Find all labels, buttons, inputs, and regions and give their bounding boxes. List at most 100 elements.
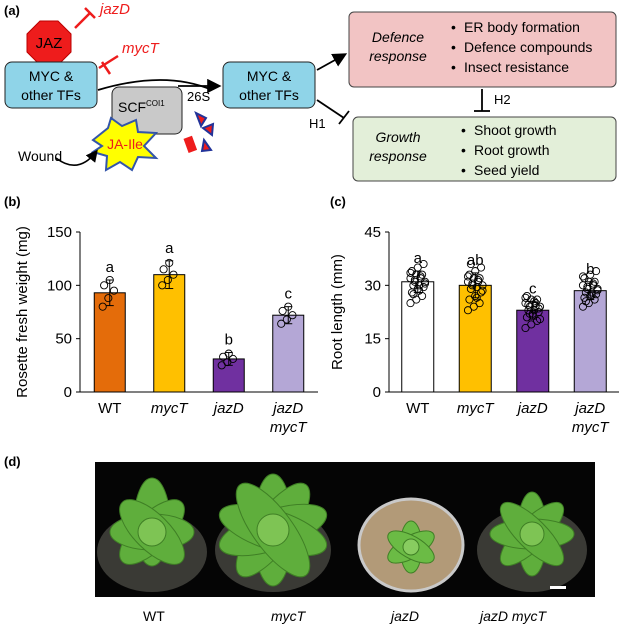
data-point [593, 286, 602, 295]
scf-text: SCFCOI1 [118, 99, 165, 115]
defence-item: Insect resistance [464, 59, 569, 75]
y-tick-label: 0 [373, 384, 381, 401]
category-label: jazD [573, 400, 605, 417]
bar [401, 281, 435, 393]
data-point [418, 270, 427, 279]
degraded-jaz-fragment [194, 110, 208, 129]
data-point [228, 354, 238, 363]
defence-title-line2: response [369, 48, 427, 64]
myc-box-left [4, 61, 98, 109]
defence-item: Defence compounds [464, 39, 592, 55]
myc-right-line2: other TFs [239, 87, 299, 103]
growth-title-line1: Growth [375, 129, 420, 145]
category-label: jazD [212, 400, 244, 417]
significance-letter: b [225, 332, 233, 349]
data-point [406, 299, 415, 308]
category-label: mycT [151, 400, 189, 417]
scale-bar [550, 586, 566, 589]
jaz-text: JAZ [36, 35, 63, 52]
data-point [524, 306, 533, 315]
degraded-jaz-fragment [200, 137, 213, 153]
y-tick-label: 30 [364, 277, 381, 294]
data-point [592, 290, 601, 299]
data-point [580, 293, 589, 302]
growth-item: Shoot growth [474, 122, 557, 138]
data-point [580, 274, 589, 283]
growth-bullet: • [461, 122, 466, 138]
significance-letter: a [414, 250, 423, 267]
bar [153, 274, 186, 393]
data-point [98, 302, 107, 311]
ja-ile-text: JA-Ile [107, 136, 143, 152]
data-point [466, 284, 475, 293]
defence-bullet: • [451, 59, 456, 75]
data-point [531, 301, 540, 311]
panel-c-chart: (c) 0 15 30 45 Root length (mm) a WT ab mycT c jaz… [329, 194, 619, 436]
defence-bullet: • [451, 19, 456, 35]
panel-c-label: (c) [330, 194, 346, 209]
data-point [468, 279, 477, 288]
y-tick-label: 150 [47, 224, 72, 241]
y-tick-label: 15 [364, 331, 381, 348]
degraded-jaz-fragment [201, 122, 215, 137]
plant-label-myct: mycT [271, 608, 306, 624]
significance-letter: c [529, 280, 537, 297]
data-point [477, 263, 486, 272]
category-label: mycT [572, 419, 610, 436]
defence-title-line1: Defence [372, 29, 424, 45]
data-point [410, 275, 419, 285]
jazd-label: jazD [98, 1, 130, 18]
data-point [409, 281, 418, 290]
growth-item: Root growth [474, 142, 549, 158]
data-point [463, 272, 473, 281]
defence-response-box [348, 11, 617, 88]
26s-label: 26S [187, 89, 210, 104]
data-point [521, 293, 530, 302]
panel-a-label: (a) [4, 3, 20, 18]
data-point [466, 259, 475, 269]
data-point [521, 323, 530, 333]
data-point [478, 286, 487, 295]
myc-left-line2: other TFs [21, 87, 81, 103]
rosette-jazd [387, 520, 435, 574]
myc-box-right [222, 61, 316, 109]
defence-item: ER body formation [464, 19, 580, 35]
data-point [278, 306, 287, 315]
data-point [474, 275, 483, 285]
data-point [288, 311, 297, 320]
y-tick-label: 50 [55, 331, 72, 348]
data-point [282, 315, 291, 324]
rosette-wt [109, 477, 195, 567]
panel-a-diagram: (a) JAZ jazD MYC & other TFs mycT SCFCOI… [4, 1, 617, 182]
data-point [581, 297, 590, 306]
plant-label-jazd: jazD [391, 608, 420, 624]
data-point [592, 267, 601, 276]
data-point [158, 281, 167, 290]
data-point [522, 291, 531, 301]
plant-label-wt: WT [143, 608, 165, 624]
category-label: jazD [271, 400, 303, 417]
ja-ile-star [90, 116, 159, 172]
growth-bullet: • [461, 142, 466, 158]
data-point [475, 274, 484, 283]
growth-bullet: • [461, 162, 466, 178]
data-point [415, 286, 424, 295]
panel-b-label: (b) [4, 194, 21, 209]
y-tick-label: 45 [364, 224, 381, 241]
y-tick-label: 0 [64, 384, 72, 401]
category-label: jazD [516, 400, 548, 417]
defence-bullet: • [451, 39, 456, 55]
myc-left-line1: MYC & [29, 68, 74, 84]
category-label: WT [98, 400, 121, 417]
bar [516, 309, 550, 393]
growth-item: Seed yield [474, 162, 539, 178]
data-point [409, 290, 418, 299]
data-point [465, 295, 474, 304]
data-point [587, 291, 596, 300]
data-point [419, 259, 428, 269]
data-point [109, 286, 119, 295]
significance-letter: a [165, 240, 174, 257]
degraded-jaz-fragment [183, 135, 198, 153]
rosette-myct [218, 473, 328, 587]
data-point [159, 265, 168, 274]
